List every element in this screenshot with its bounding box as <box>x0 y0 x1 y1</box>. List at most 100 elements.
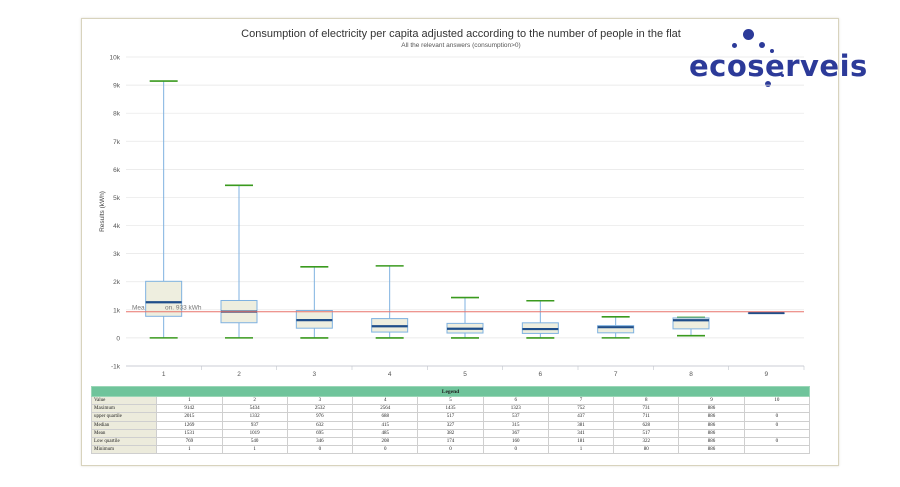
legend-cell: 315 <box>482 420 549 430</box>
x-tick-label: 1 <box>162 371 166 378</box>
legend-cell: 322 <box>613 436 680 447</box>
legend-column-header: 4 <box>352 395 419 406</box>
legend-cell: 537 <box>482 412 549 422</box>
legend-row-label: Value <box>90 395 158 406</box>
chart-title: Consumption of electricity per capita ad… <box>241 28 681 40</box>
legend-row-label: Maximum <box>90 404 158 414</box>
x-tick-label: 8 <box>689 371 693 378</box>
x-tick-label: 2 <box>237 371 241 378</box>
boxplot-svg: -1k 0 1k 2k 3k 4k 5k 6k 7k 8k 9k 10k Results (kWh) 1 2… <box>99 55 805 378</box>
legend-column-header: 3 <box>286 395 354 406</box>
legend-cell: 181 <box>547 436 615 447</box>
legend-cell: 886 <box>678 436 745 447</box>
x-tick-label: 5 <box>463 371 467 378</box>
legend-cell: 0 <box>743 420 811 430</box>
x-tick-label: 7 <box>614 371 618 378</box>
mean-line-label-tail: on. 933 kWh <box>165 305 202 312</box>
legend-cell: 174 <box>417 436 484 447</box>
y-tick-label: 9k <box>113 83 121 90</box>
legend-cell: 769 <box>156 436 223 447</box>
legend-cell: 731 <box>613 404 680 414</box>
legend-row: Median 1269 937 632 415 327 315 381 628 886 0 <box>90 420 811 430</box>
legend-row: Mean 1531 1019 695 485 382 367 341 517 886 <box>90 428 811 438</box>
legend-cell <box>743 428 811 438</box>
logo-text: ecoserveis <box>689 49 868 83</box>
legend-cell: 517 <box>417 412 484 422</box>
legend-cell: 1 <box>547 445 615 455</box>
legend-cell <box>743 404 811 414</box>
legend-cell: 415 <box>352 420 419 430</box>
legend-column-header: 5 <box>417 395 484 406</box>
legend-cell: 381 <box>547 420 615 430</box>
legend-cell: 1 <box>156 445 223 455</box>
legend-cell: 1019 <box>221 428 288 438</box>
legend-cell: 886 <box>678 445 745 455</box>
legend-cell: 752 <box>547 404 615 414</box>
logo-dot <box>743 29 754 40</box>
legend-cell: 628 <box>613 420 680 430</box>
y-axis-label: Results (kWh) <box>99 191 106 232</box>
x-tick-label: 3 <box>313 371 317 378</box>
chart-subtitle: All the relevant answers (consumption>0) <box>401 42 521 49</box>
legend-cell: 327 <box>417 420 484 430</box>
legend-cell: 9142 <box>156 404 223 414</box>
chart-panel: Consumption of electricity per capita ad… <box>81 18 867 466</box>
legend-cell: 540 <box>221 436 288 447</box>
legend-cell: 695 <box>286 428 354 438</box>
legend-cell: 341 <box>547 428 615 438</box>
legend-cell: 0 <box>743 412 811 422</box>
legend-row: Minimum 1 1 0 0 0 0 1 80 886 <box>90 445 811 455</box>
legend-table: Legend Value 1 2 3 4 5 6 7 8 9 10 Maximum 9142 5434 25… <box>90 386 811 455</box>
legend-cell: 1435 <box>417 404 484 414</box>
legend-row-label: upper quartile <box>90 412 158 422</box>
y-tick-label: 4k <box>113 223 121 230</box>
legend-cell: 208 <box>352 436 419 447</box>
y-tick-label: 10k <box>110 55 121 62</box>
y-tick-label: 0 <box>116 335 120 342</box>
legend-column-header: 9 <box>678 395 745 406</box>
logo-dot <box>770 49 774 53</box>
legend-cell: 2564 <box>352 404 419 414</box>
y-tick-label: 3k <box>113 251 121 258</box>
y-tick-label: 5k <box>113 195 121 202</box>
legend-cell: 886 <box>678 404 745 414</box>
legend-cell: 1323 <box>482 404 549 414</box>
legend-column-header: 1 <box>156 395 223 406</box>
legend-row-label: Mean <box>90 428 158 438</box>
legend-cell: 2015 <box>156 412 223 422</box>
legend-row: Maximum 9142 5434 2532 2564 1435 1323 752 731 886 <box>90 404 811 414</box>
ecoserveis-logo: ecoserveis <box>682 29 867 95</box>
legend-row: upper quartile 2015 1332 976 688 517 537 437 711… <box>90 412 811 422</box>
legend-column-header: 10 <box>743 395 811 406</box>
legend-cell: 1269 <box>156 420 223 430</box>
legend-row-label: Low quartile <box>90 436 158 447</box>
y-tick-label: 6k <box>113 167 121 174</box>
legend-cell: 367 <box>482 428 549 438</box>
legend-cell: 886 <box>678 412 745 422</box>
legend-cell: 976 <box>286 412 354 422</box>
legend-cell: 937 <box>221 420 288 430</box>
logo-dot <box>732 43 737 48</box>
legend-title: Legend <box>91 386 810 397</box>
legend-cell: 886 <box>678 420 745 430</box>
y-tick-label: 8k <box>113 111 121 118</box>
legend-column-header: 7 <box>547 395 615 406</box>
legend-cell: 688 <box>352 412 419 422</box>
y-tick-label: 7k <box>113 139 121 146</box>
legend-column-header: 2 <box>221 395 288 406</box>
legend-row-label: Median <box>90 420 158 430</box>
legend-column-header: 6 <box>482 395 549 406</box>
legend-cell: 160 <box>482 436 549 447</box>
legend-cell: 0 <box>417 445 484 455</box>
legend-cell: 517 <box>613 428 680 438</box>
legend-cell: 0 <box>743 436 811 447</box>
legend-cell: 5434 <box>221 404 288 414</box>
logo-dot <box>781 74 784 77</box>
legend-cell: 346 <box>286 436 354 447</box>
legend-cell: 1 <box>221 445 288 455</box>
y-tick-label: -1k <box>111 364 121 371</box>
x-tick-label: 9 <box>765 371 769 378</box>
legend-cell: 886 <box>678 428 745 438</box>
legend-row-label: Minimum <box>90 445 158 455</box>
x-tick-label: 4 <box>388 371 392 378</box>
